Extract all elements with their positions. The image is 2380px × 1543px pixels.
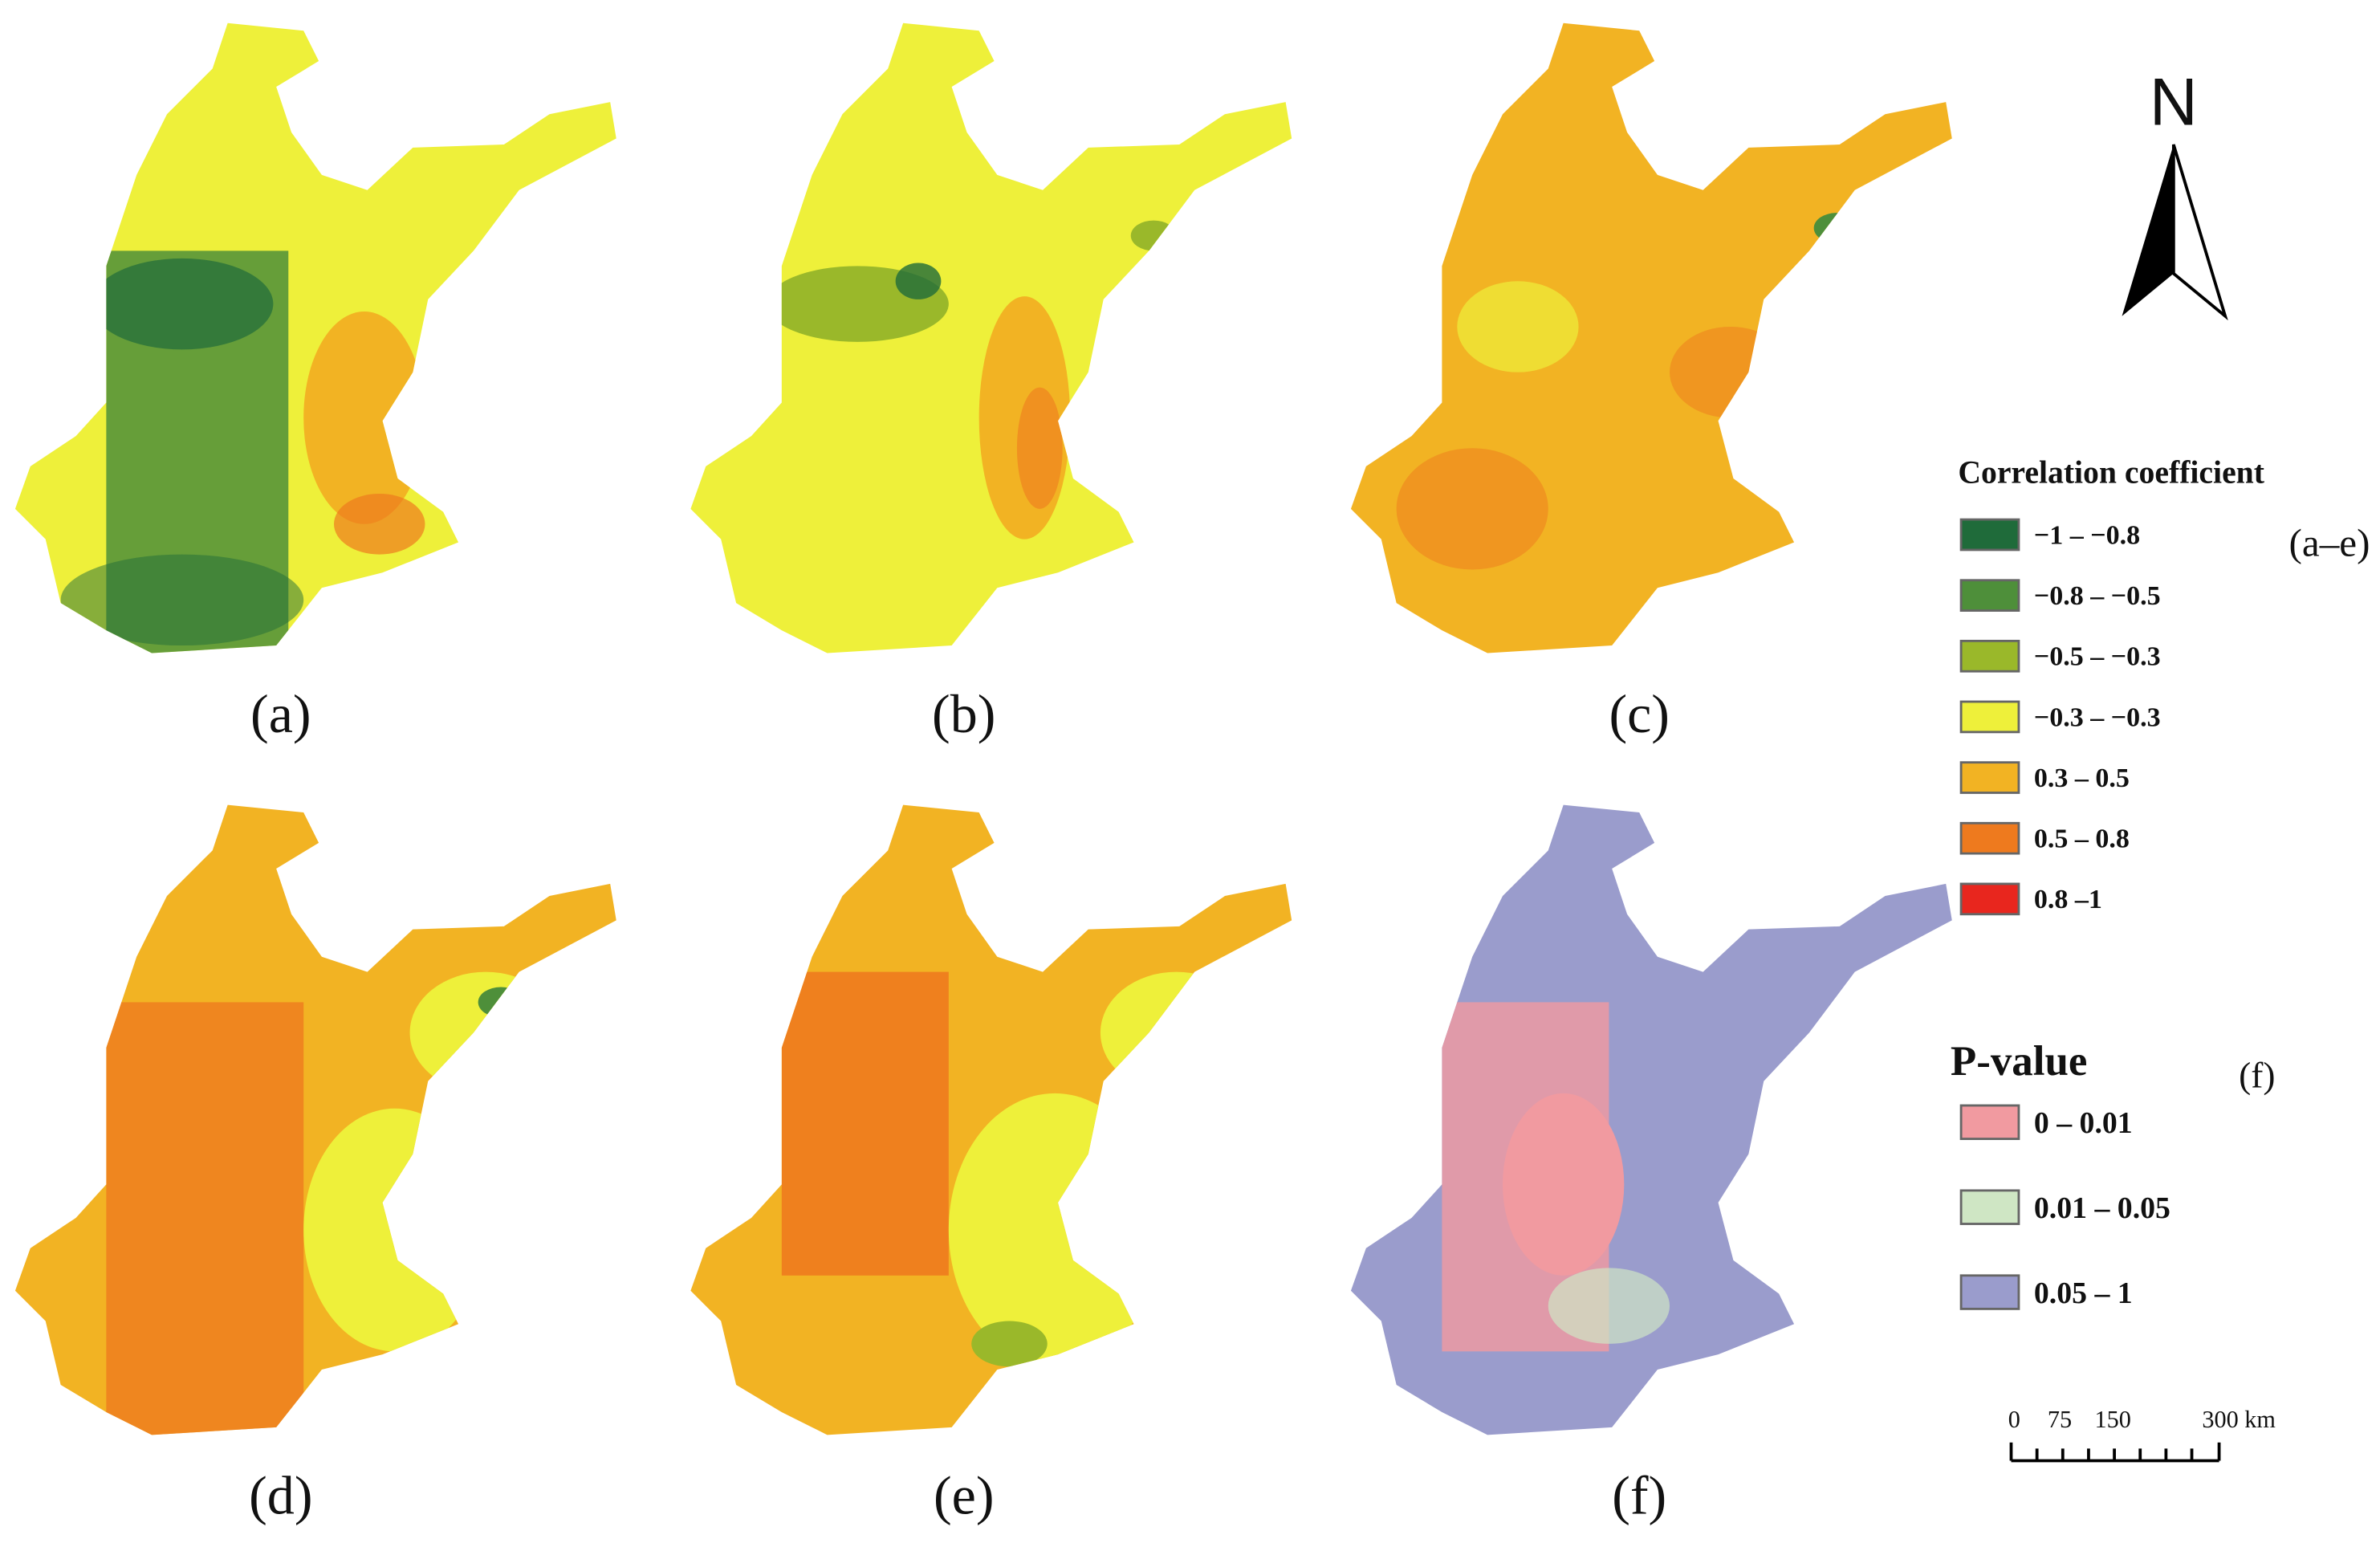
legend-swatch (1959, 518, 2020, 552)
scale-label: 75 (2048, 1406, 2072, 1433)
legend: Correlation coefficient (a–e) −1 – −0.8 −0.… (1951, 455, 2370, 1310)
scale-label: 0 (2008, 1406, 2020, 1433)
legend-swatch (1959, 639, 2020, 673)
map-e (690, 804, 1292, 1435)
legend-label: −0.5 – −0.3 (2034, 642, 2161, 672)
panel-label: (b) (932, 683, 995, 744)
legend-label: 0.3 – 0.5 (2034, 763, 2130, 793)
legend-swatch (1959, 700, 2020, 734)
legend-title: P-value (1951, 1038, 2088, 1085)
map-f (1350, 804, 1952, 1435)
legend-label: 0 – 0.01 (2034, 1106, 2133, 1140)
legend-label: 0.8 –1 (2034, 885, 2102, 914)
legend-swatch (1959, 761, 2020, 794)
legend-swatch (1959, 1274, 2020, 1310)
legend-label: −0.3 – −0.3 (2034, 702, 2161, 732)
legend-scope: (a–e) (2289, 520, 2370, 564)
legend-swatch (1959, 821, 2020, 855)
legend-label: 0.05 – 1 (2034, 1276, 2133, 1310)
panel-labels: (a) (b) (c) (d) (e) (f) (249, 683, 1670, 1526)
map-d (14, 804, 616, 1435)
legend-swatch (1959, 579, 2020, 612)
scale-label: 300 km (2202, 1406, 2276, 1433)
panel-label: (a) (250, 683, 311, 744)
panel-label: (f) (1612, 1465, 1666, 1526)
legend-scope: (f) (2239, 1055, 2275, 1095)
panel-label: (d) (249, 1465, 312, 1526)
north-label: N (2150, 64, 2198, 139)
legend-label: 0.5 – 0.8 (2034, 824, 2130, 854)
scale-label: 150 (2095, 1406, 2131, 1433)
map-a (14, 22, 616, 653)
legend-title: Correlation coefficient (1958, 455, 2264, 491)
legend-swatch (1959, 1104, 2020, 1141)
legend-label: −0.8 – −0.5 (2034, 581, 2161, 611)
legend-swatch (1959, 882, 2020, 916)
map-c (1350, 22, 1952, 653)
legend-label: −1 – −0.8 (2034, 520, 2140, 550)
legend-label: 0.01 – 0.05 (2034, 1191, 2170, 1225)
scale-bar: 0 75 150 300 km (2008, 1406, 2276, 1463)
map-b (690, 22, 1292, 653)
north-arrow: N (2122, 64, 2228, 321)
legend-swatch (1959, 1189, 2020, 1225)
panel-label: (c) (1609, 683, 1670, 744)
panel-label: (e) (934, 1465, 995, 1526)
